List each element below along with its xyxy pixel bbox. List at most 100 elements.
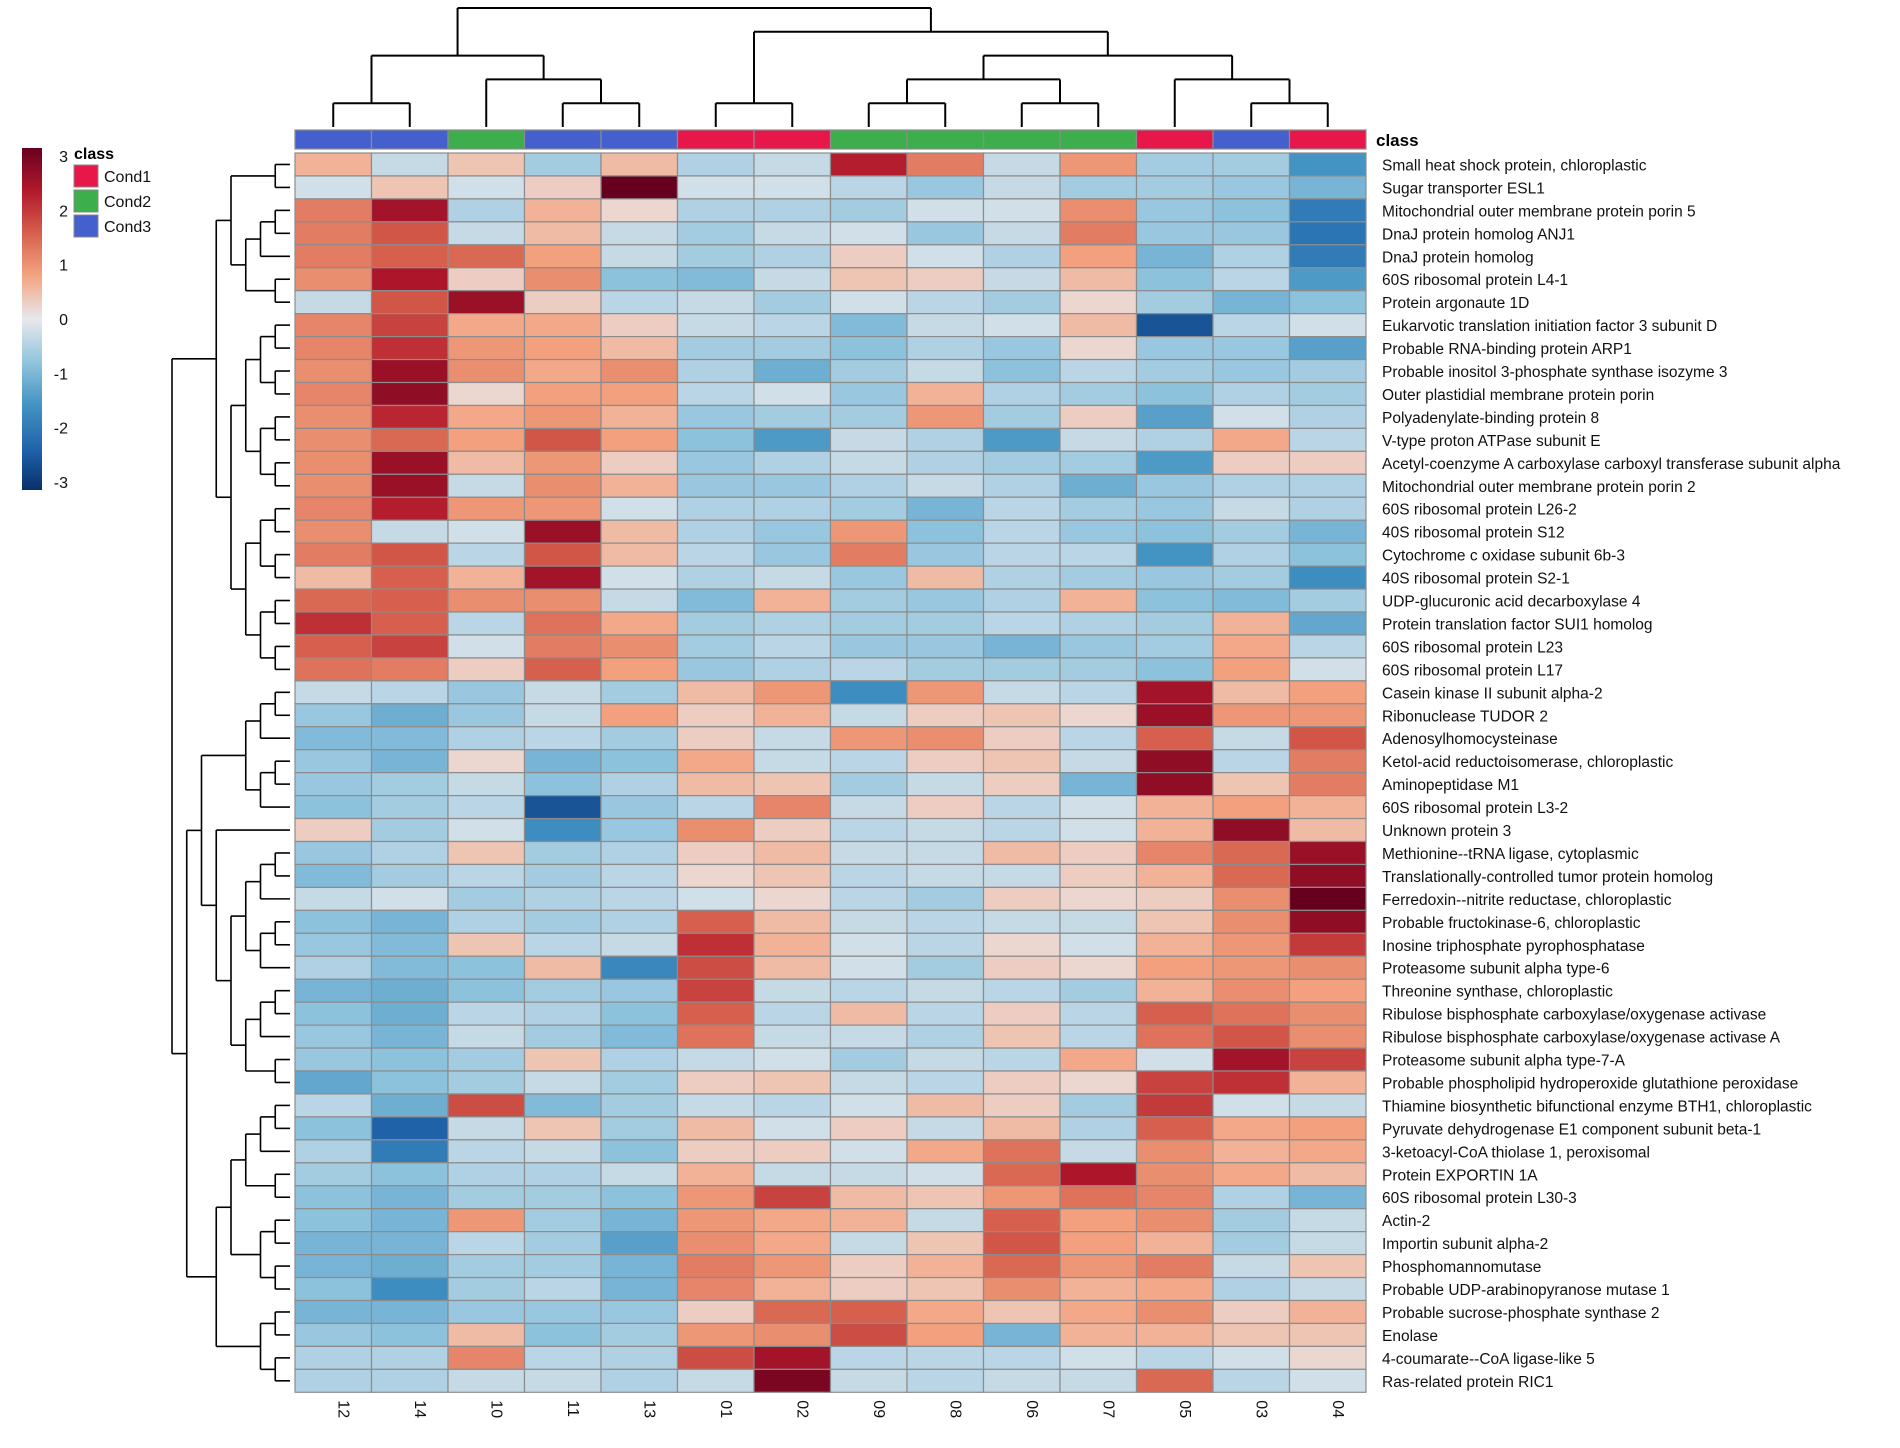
- heatmap-cell: [447, 381, 526, 407]
- class-bar-cell: [523, 129, 602, 150]
- heatmap-cell: [829, 1001, 908, 1026]
- heatmap-cell: [753, 542, 832, 567]
- heatmap-cell: [600, 1322, 679, 1347]
- heatmap-cell: [1135, 221, 1214, 246]
- heatmap-cell: [447, 290, 526, 315]
- heatmap-cell: [523, 496, 602, 521]
- heatmap-cell: [447, 450, 526, 475]
- heatmap-cell: [982, 1047, 1061, 1072]
- heatmap-cell: [447, 1047, 526, 1072]
- heatmap-cell: [370, 886, 449, 911]
- heatmap-cell: [600, 703, 679, 728]
- heatmap-cell: [1288, 588, 1367, 613]
- heatmap-cell: [906, 749, 985, 774]
- heatmap-cell: [1212, 840, 1291, 866]
- heatmap-cell: [523, 1253, 602, 1279]
- heatmap-cell: [906, 1070, 985, 1095]
- heatmap-cell: [294, 519, 373, 544]
- heatmap-cell: [1135, 290, 1214, 315]
- heatmap-cell: [982, 886, 1061, 911]
- heatmap-cell: [676, 1185, 755, 1210]
- heatmap-cell: [1288, 978, 1367, 1003]
- heatmap-cell: [1288, 1047, 1367, 1072]
- heatmap-cell: [1288, 955, 1367, 980]
- heatmap-cell: [1135, 1139, 1214, 1164]
- heatmap-cells: [294, 152, 1367, 1393]
- colorbar-tick-label: -1: [54, 366, 68, 383]
- heatmap-cell: [753, 221, 832, 246]
- heatmap-cell: [600, 1001, 679, 1026]
- heatmap-cell: [982, 1231, 1061, 1256]
- heatmap-cell: [370, 1185, 449, 1210]
- heatmap-cell: [753, 772, 832, 797]
- heatmap-cell: [1212, 817, 1291, 843]
- heatmap-cell: [523, 1299, 602, 1325]
- heatmap-cell: [600, 863, 679, 889]
- heatmap-cell: [1288, 152, 1367, 177]
- row-label: 60S ribosomal protein L26-2: [1382, 502, 1577, 519]
- heatmap-cell: [982, 1001, 1061, 1026]
- heatmap-cell: [1288, 175, 1367, 200]
- heatmap-cell: [294, 978, 373, 1003]
- heatmap-cell: [829, 1139, 908, 1164]
- heatmap-cell: [676, 1093, 755, 1118]
- row-label: 60S ribosomal protein L17: [1382, 662, 1563, 679]
- heatmap-cell: [676, 1322, 755, 1347]
- row-label: DnaJ protein homolog ANJ1: [1382, 226, 1575, 243]
- heatmap-cell: [447, 726, 526, 751]
- heatmap-cell: [753, 244, 832, 269]
- heatmap-cell: [753, 1299, 832, 1325]
- heatmap-cell: [370, 611, 449, 636]
- heatmap-cell: [1288, 1299, 1367, 1325]
- heatmap-cell: [1212, 1024, 1291, 1049]
- heatmap-cell: [753, 404, 832, 430]
- heatmap-cell: [1288, 703, 1367, 728]
- heatmap-cell: [906, 657, 985, 682]
- heatmap-cell: [600, 1185, 679, 1210]
- heatmap-cell: [523, 381, 602, 407]
- heatmap-cell: [294, 450, 373, 475]
- legend-label: Cond2: [104, 194, 151, 211]
- heatmap-cell: [1288, 313, 1367, 338]
- heatmap-cell: [370, 1162, 449, 1187]
- heatmap-cell: [829, 794, 908, 820]
- heatmap-cell: [600, 221, 679, 246]
- heatmap-cell: [906, 267, 985, 292]
- heatmap-cell: [906, 840, 985, 866]
- heatmap-cell: [370, 473, 449, 498]
- heatmap-cell: [906, 290, 985, 315]
- heatmap-cell: [447, 680, 526, 705]
- heatmap-cell: [294, 1116, 373, 1141]
- heatmap-cell: [447, 473, 526, 498]
- heatmap-cell: [523, 1185, 602, 1210]
- heatmap-cell: [829, 450, 908, 475]
- heatmap-cell: [370, 519, 449, 544]
- heatmap-cell: [294, 1139, 373, 1164]
- heatmap-cell: [1059, 634, 1138, 659]
- heatmap-cell: [753, 1345, 832, 1370]
- heatmap-cell: [523, 1276, 602, 1302]
- heatmap-cell: [523, 267, 602, 292]
- heatmap-cell: [753, 496, 832, 521]
- row-label: Aminopeptidase M1: [1382, 777, 1519, 794]
- heatmap-cell: [1212, 1253, 1291, 1279]
- heatmap-cell: [1212, 955, 1291, 980]
- heatmap-cell: [676, 588, 755, 613]
- heatmap-cell: [753, 1047, 832, 1072]
- heatmap-cell: [1059, 519, 1138, 544]
- heatmap-cell: [447, 772, 526, 797]
- heatmap-cell: [1288, 404, 1367, 430]
- heatmap-cell: [982, 1345, 1061, 1370]
- row-labels: Small heat shock protein, chloroplastic S…: [1382, 157, 1841, 1390]
- heatmap-cell: [982, 221, 1061, 246]
- heatmap-cell: [523, 588, 602, 613]
- heatmap-cell: [982, 1276, 1061, 1302]
- heatmap-cell: [1212, 1231, 1291, 1256]
- heatmap-cell: [676, 772, 755, 797]
- heatmap-cell: [1212, 1322, 1291, 1347]
- legend-label: Cond3: [104, 219, 151, 236]
- heatmap-cell: [294, 1231, 373, 1256]
- heatmap-cell: [906, 680, 985, 705]
- row-label: Ribulose bisphosphate carboxylase/oxygen…: [1382, 1030, 1781, 1047]
- heatmap-cell: [753, 794, 832, 820]
